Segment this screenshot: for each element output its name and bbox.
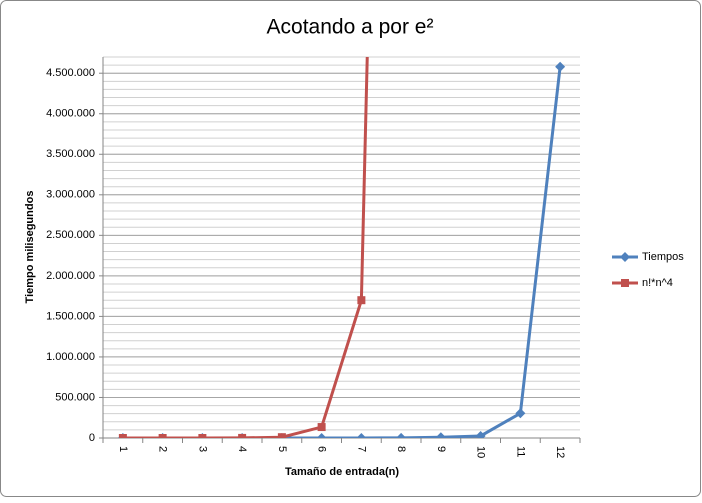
x-tick-label: 6 xyxy=(316,446,328,452)
marker xyxy=(396,432,407,438)
y-tick-label: 3.500.000 xyxy=(46,148,95,160)
x-tick-label: 2 xyxy=(157,446,169,452)
series-line xyxy=(122,66,562,438)
x-tick-label: 10 xyxy=(475,446,487,458)
x-tick-label: 8 xyxy=(395,446,407,452)
marker xyxy=(317,423,326,432)
y-tick-label: 1.000.000 xyxy=(46,351,95,363)
marker xyxy=(475,430,486,438)
x-tick-label: 1 xyxy=(117,446,129,452)
y-tick-label: 3.000.000 xyxy=(46,189,95,201)
marker xyxy=(118,434,127,438)
y-tick-label: 1.500.000 xyxy=(46,310,95,322)
y-tick-label: 2.000.000 xyxy=(46,270,95,282)
legend-label: n!*n^4 xyxy=(642,277,673,289)
x-tick-label: 5 xyxy=(276,446,288,452)
chart-title: Acotando a por e² xyxy=(267,16,434,39)
x-axis-title: Tamaño de entrada(n) xyxy=(285,466,399,478)
marker xyxy=(555,61,566,72)
marker xyxy=(238,433,247,438)
plot-area xyxy=(117,57,566,438)
marker xyxy=(357,296,366,305)
y-tick-label: 2.500.000 xyxy=(46,229,95,241)
x-tick-label: 4 xyxy=(236,446,248,452)
legend-marker xyxy=(620,252,630,262)
y-tick-label: 500.000 xyxy=(55,391,95,403)
x-tick-label: 9 xyxy=(435,446,447,452)
y-tick-label: 4.000.000 xyxy=(46,108,95,120)
x-tick-label: 12 xyxy=(554,446,566,458)
x-tick-label: 7 xyxy=(355,446,367,452)
marker xyxy=(158,434,167,438)
y-tick-label: 4.500.000 xyxy=(46,67,95,79)
marker xyxy=(515,408,526,419)
marker xyxy=(435,432,446,438)
series-line xyxy=(122,57,369,438)
y-tick-label: 0 xyxy=(89,432,95,444)
legend-label: Tiempos xyxy=(642,251,684,263)
legend-marker xyxy=(621,279,629,287)
marker xyxy=(277,433,286,438)
x-tick-label: 11 xyxy=(514,446,526,457)
y-axis-title: Tiempo milisegundos xyxy=(24,191,36,304)
marker xyxy=(198,434,207,438)
marker xyxy=(356,433,367,438)
marker xyxy=(316,433,327,438)
x-tick-label: 3 xyxy=(196,446,208,452)
